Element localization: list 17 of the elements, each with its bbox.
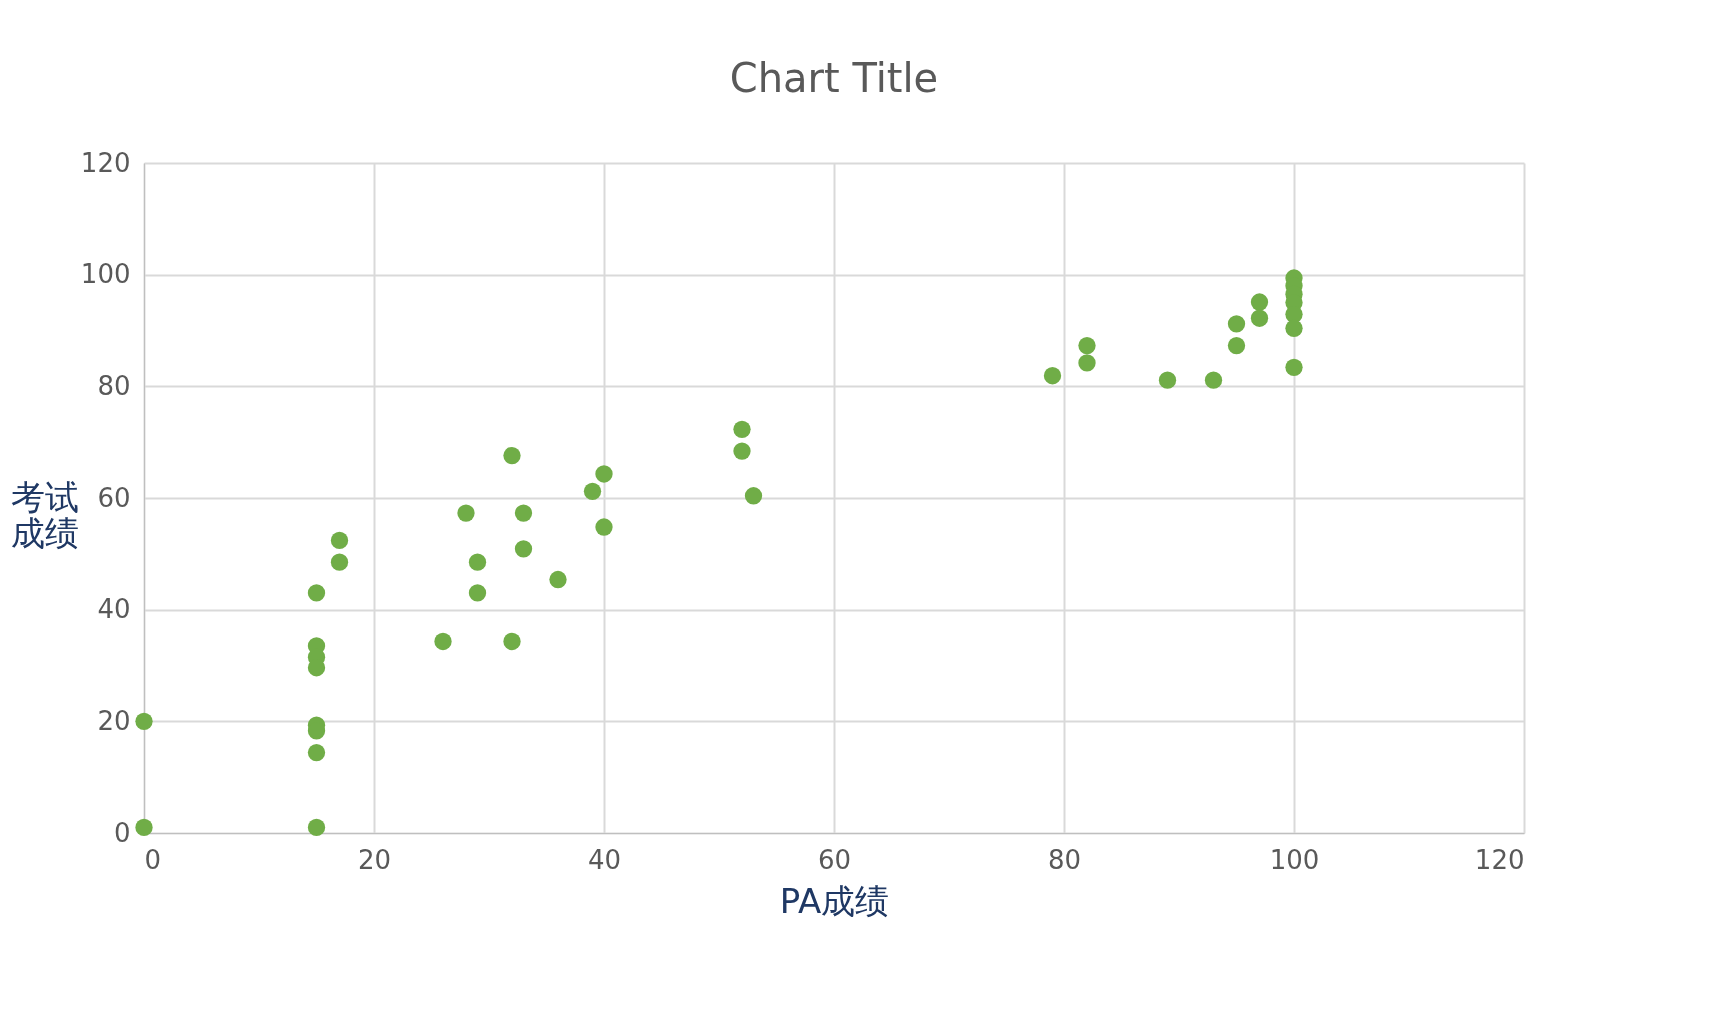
y-axis-title: 考试成绩 bbox=[10, 476, 79, 553]
y-tick-label: 120 bbox=[80, 147, 131, 178]
x-tick-label: 40 bbox=[587, 844, 622, 875]
y-tick-label: 40 bbox=[97, 594, 131, 625]
y-tick-label: 60 bbox=[97, 482, 131, 513]
x-tick-label: 0 bbox=[144, 844, 162, 875]
x-axis-title: PA成绩 bbox=[779, 880, 890, 921]
y-tick-label: 20 bbox=[97, 705, 131, 736]
x-tick-label: 100 bbox=[1269, 844, 1320, 875]
x-tick-label: 60 bbox=[817, 844, 852, 875]
x-tick-label: 120 bbox=[1474, 844, 1525, 875]
x-tick-label: 80 bbox=[1047, 844, 1082, 875]
y-tick-label: 0 bbox=[113, 817, 131, 848]
y-tick-label: 80 bbox=[97, 370, 131, 401]
x-tick-label: 20 bbox=[357, 844, 392, 875]
chart-title: Chart Title bbox=[729, 55, 939, 101]
y-tick-label: 100 bbox=[80, 259, 131, 290]
